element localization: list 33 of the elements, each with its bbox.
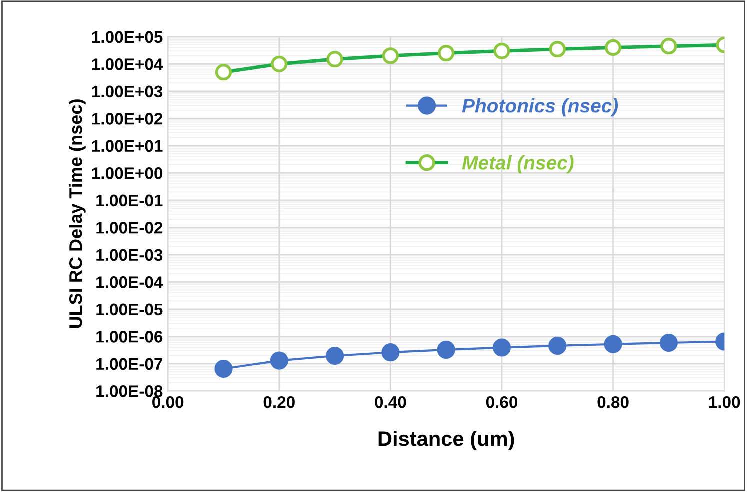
legend-label: Metal (nsec) — [462, 156, 574, 174]
point — [214, 360, 233, 378]
y-tick-label: 1.00E+03 — [92, 86, 163, 98]
point — [437, 340, 456, 359]
x-tick-label: 0.80 — [598, 396, 629, 408]
point — [326, 346, 344, 366]
y-tick-label: 1.00E-05 — [96, 304, 163, 316]
y-tick-label: 1.00E+02 — [92, 113, 163, 125]
y-axis-title: ULSI RC Delay Time (nsec) — [69, 100, 86, 328]
point — [270, 352, 288, 370]
y-tick-label: 1.00E+01 — [92, 140, 163, 152]
point — [492, 338, 512, 357]
y-tick-label: 1.00E+04 — [92, 58, 164, 70]
y-tick-label: 1.00E-02 — [96, 222, 163, 234]
y-tick-label: 1.00E-01 — [96, 194, 163, 207]
y-tick-label: 1.00E+00 — [92, 168, 163, 180]
y-tick-label: 1.00E-06 — [96, 331, 163, 343]
x-tick-label: 0.20 — [264, 396, 295, 408]
x-tick-label: 1.00 — [709, 396, 740, 408]
x-tick-label: 0.40 — [375, 396, 406, 408]
point — [382, 344, 400, 362]
x-axis-title: Distance (um) — [378, 430, 514, 450]
y-tick-label: 1.00E-04 — [96, 276, 164, 288]
y-tick-label: 1.00E-03 — [96, 249, 163, 262]
y-tick-label: 1.00E-08 — [96, 386, 163, 398]
legend-label: Photonics (nsec) — [462, 98, 618, 117]
y-tick-label: 1.00E+05 — [92, 31, 163, 44]
point — [604, 335, 622, 354]
x-tick-label: 0.00 — [152, 396, 184, 408]
point — [660, 334, 678, 352]
y-tick-label: 1.00E-07 — [96, 358, 162, 370]
point — [548, 336, 567, 355]
x-tick-label: 0.60 — [486, 396, 518, 408]
